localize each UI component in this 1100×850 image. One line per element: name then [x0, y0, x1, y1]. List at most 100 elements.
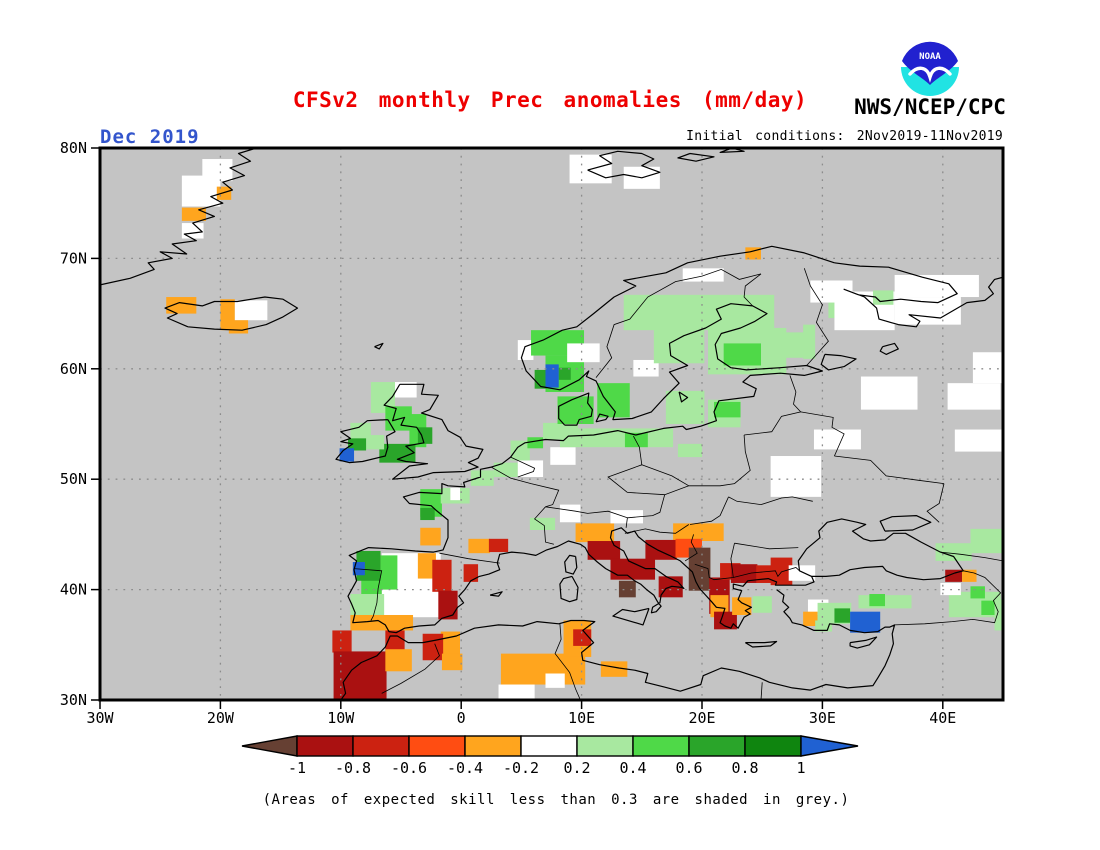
- coastline: [744, 640, 778, 648]
- colorbar-box: [632, 735, 690, 757]
- anomaly-cell: [935, 543, 972, 561]
- coastline: [612, 607, 650, 626]
- anomaly-cell: [228, 320, 249, 334]
- colorbar-box: [464, 735, 522, 757]
- anomaly-cell: [517, 460, 544, 477]
- anomaly-cell: [714, 401, 741, 418]
- anomaly-cell: [770, 456, 822, 497]
- anomaly-cell: [610, 510, 644, 524]
- anomaly-cell: [850, 611, 881, 633]
- anomaly-cell: [803, 611, 818, 627]
- anomaly-cell: [350, 422, 371, 440]
- lon-tick-label: 40E: [929, 709, 956, 727]
- lon-tick-label: 10W: [327, 709, 355, 727]
- colorbar-tick-label: 0.6: [675, 759, 702, 777]
- anomaly-cell: [234, 300, 268, 321]
- coastline: [849, 636, 878, 649]
- country-border: [533, 506, 555, 545]
- agency-label: NWS/NCEP/CPC: [854, 95, 1006, 119]
- page-title: CFSv2 monthly Prec anomalies (mm/day): [292, 88, 808, 112]
- colorbar-tick-label: 0.2: [563, 759, 590, 777]
- coastline: [587, 150, 661, 179]
- anomaly-cell: [730, 564, 758, 583]
- colorbar-tick-label: -0.4: [447, 759, 483, 777]
- coastline: [489, 591, 503, 597]
- coastline: [164, 296, 299, 331]
- country-border: [694, 563, 800, 581]
- colorbar-box: [576, 735, 634, 757]
- coastline: [595, 413, 609, 423]
- coastline: [100, 148, 257, 286]
- anomaly-cell: [947, 383, 1001, 410]
- country-border: [803, 268, 829, 366]
- anomaly-cell: [894, 274, 979, 298]
- colorbar-box: [520, 735, 578, 757]
- anomaly-cell: [385, 649, 412, 672]
- anomaly-cell: [618, 580, 636, 598]
- anomaly-cell: [869, 594, 886, 607]
- anomaly-cell: [493, 462, 518, 477]
- anomaly-cell: [339, 448, 355, 462]
- anomaly-cell: [559, 504, 581, 523]
- anomaly-cell: [350, 594, 385, 619]
- colorbar-box: [296, 735, 354, 757]
- colorbar-tick-label: -0.2: [503, 759, 539, 777]
- anomaly-cell: [545, 673, 565, 688]
- anomaly-cell: [394, 382, 417, 398]
- country-border: [381, 643, 440, 694]
- anomaly-cell: [770, 557, 793, 586]
- country-border: [728, 496, 813, 506]
- colorbar-tick-label: 0.8: [731, 759, 758, 777]
- anomaly-cell: [600, 661, 628, 677]
- anomaly-cell: [166, 297, 197, 314]
- anomaly-cell: [422, 633, 444, 661]
- lat-tick-label: 60N: [60, 360, 87, 378]
- anomaly-cell: [813, 429, 861, 450]
- anomaly-cell: [788, 565, 816, 581]
- colorbar-left-arrow: [241, 735, 298, 757]
- coastline: [834, 262, 1003, 328]
- anomaly-cell: [567, 343, 600, 363]
- forecast-month-label: Dec 2019: [100, 126, 200, 148]
- lon-tick-label: 10E: [568, 709, 595, 727]
- anomaly-cell: [333, 651, 387, 700]
- lon-tick-label: 30W: [86, 709, 114, 727]
- anomaly-cell: [970, 528, 1003, 554]
- anomaly-cell: [470, 470, 494, 486]
- coastline: [374, 342, 384, 350]
- coastline: [677, 152, 715, 162]
- country-border: [834, 455, 945, 484]
- anomaly-cell: [545, 364, 559, 388]
- colorbar-right-arrow: [800, 735, 859, 757]
- initial-conditions-label: Initial conditions: 2Nov2019-11Nov2019: [686, 129, 1003, 144]
- coastline: [335, 419, 396, 464]
- country-border: [894, 570, 1002, 626]
- anomaly-cell: [500, 653, 586, 685]
- country-border: [353, 568, 383, 621]
- country-border: [684, 534, 698, 562]
- anomaly-cell: [653, 327, 705, 364]
- coastline: [340, 589, 896, 700]
- anomaly-cell: [181, 223, 204, 239]
- lon-tick-label: 30E: [809, 709, 836, 727]
- anomaly-cell: [348, 438, 367, 451]
- anomaly-cell: [527, 437, 544, 449]
- anomaly-cell: [450, 488, 460, 501]
- anomaly-cell: [677, 443, 702, 458]
- anomaly-cell: [756, 565, 772, 583]
- anomaly-cell: [894, 297, 961, 325]
- anomaly-cell: [379, 443, 416, 463]
- country-border: [800, 411, 845, 457]
- colorbar-tick-label: 1: [796, 759, 805, 777]
- coastline: [879, 342, 899, 355]
- anomaly-cell: [438, 590, 458, 620]
- coastline: [678, 391, 689, 403]
- anomaly-cell: [970, 586, 985, 599]
- country-border: [940, 551, 1003, 562]
- coastline: [820, 353, 857, 371]
- country-border: [595, 268, 762, 378]
- country-border: [510, 456, 536, 478]
- anomaly-cell: [417, 427, 433, 444]
- coastline: [558, 392, 593, 426]
